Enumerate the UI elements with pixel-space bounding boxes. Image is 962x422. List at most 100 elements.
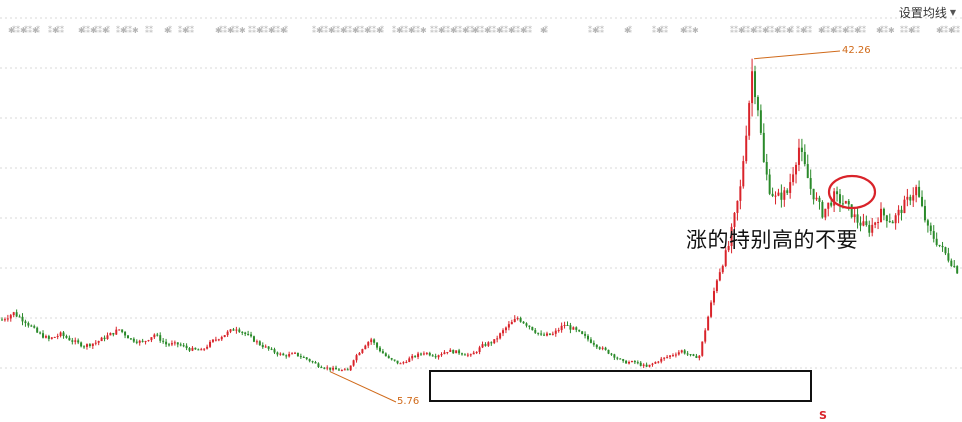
event-mark: ✱ — [876, 26, 883, 35]
candle-body — [238, 329, 241, 332]
event-mark: ⁑ — [324, 24, 328, 35]
event-mark: ✱ — [680, 26, 687, 35]
event-mark: ⁑ — [600, 24, 604, 35]
event-mark: ⁑ — [858, 24, 862, 35]
candle-body — [935, 238, 938, 245]
candle-body — [636, 362, 639, 364]
event-mark: ⁑ — [754, 24, 758, 35]
candle-body — [721, 265, 724, 273]
candle-body — [364, 345, 367, 350]
candle-body — [138, 340, 141, 343]
candle-body — [129, 338, 132, 340]
candle-body — [859, 222, 862, 226]
candle-body — [944, 247, 947, 254]
candle-body — [50, 337, 53, 339]
candle-body — [68, 337, 71, 341]
event-mark: ⁑ — [808, 24, 812, 35]
event-mark: ⁑ — [168, 24, 172, 35]
candle-body — [299, 356, 302, 358]
event-mark: ⁑ — [190, 24, 194, 35]
candle-body — [689, 354, 692, 356]
event-mark: ✱ — [20, 26, 27, 35]
candle-body — [868, 225, 871, 233]
candle-body — [657, 361, 660, 363]
candle-body — [472, 352, 475, 355]
event-mark: ⁑ — [504, 24, 508, 35]
event-mark: ✱ — [52, 26, 59, 35]
candle-body — [30, 325, 33, 327]
event-mark: ⁑ — [60, 24, 64, 35]
event-mark: ✱ — [328, 26, 335, 35]
candle-body — [206, 346, 209, 349]
candle-body — [759, 110, 762, 133]
candle-body — [718, 272, 721, 281]
event-mark: ⁑ — [684, 24, 688, 35]
event-mark: ✱ — [762, 26, 769, 35]
candle-body — [707, 316, 710, 331]
candle-body — [308, 359, 311, 362]
candle-body — [531, 326, 534, 331]
candle-body — [595, 344, 598, 348]
candle-body — [185, 345, 188, 349]
candle-body — [578, 329, 581, 332]
candle-body — [396, 360, 399, 364]
candle-body — [478, 347, 481, 353]
candle-body — [408, 358, 411, 362]
event-mark: ⁑ — [952, 24, 956, 35]
candle-body — [926, 220, 929, 226]
candle-body — [340, 370, 343, 372]
candle-body — [24, 321, 27, 324]
ma-settings-dropdown[interactable]: 设置均线 ▼ — [899, 4, 956, 21]
candle-body — [510, 321, 513, 325]
candle-body — [607, 349, 610, 354]
event-mark: ⁑ — [512, 24, 516, 35]
event-mark: ✱ — [854, 26, 861, 35]
candle-body — [12, 312, 15, 316]
candle-body — [326, 367, 329, 369]
event-mark: ⁑ — [904, 24, 908, 35]
candle-body — [419, 353, 422, 355]
candle-body — [311, 361, 314, 363]
candle-body — [765, 161, 768, 175]
candle-body — [540, 333, 543, 335]
candle-body — [780, 192, 783, 200]
event-mark: ⁑ — [470, 24, 474, 35]
candle-body — [587, 335, 589, 340]
candle-body — [850, 204, 853, 218]
candle-body — [666, 356, 669, 358]
candle-body — [27, 323, 30, 326]
candle-body — [1, 319, 3, 321]
candle-body — [569, 325, 572, 330]
candle-body — [247, 333, 250, 335]
candle-body — [950, 260, 953, 266]
event-mark: ⁑ — [430, 24, 434, 35]
candle-body — [335, 367, 338, 370]
candle-body — [789, 182, 792, 193]
candle-body — [261, 345, 264, 348]
event-mark: ✱ — [227, 26, 234, 35]
candle-body — [229, 329, 232, 332]
candle-body — [53, 337, 56, 339]
candle-body — [736, 200, 739, 213]
candle-body — [349, 365, 352, 371]
candle-body — [481, 344, 484, 348]
candle-body — [812, 188, 815, 200]
candle-body — [809, 178, 812, 189]
candle-body — [361, 349, 364, 353]
event-mark: ⁑ — [186, 24, 190, 35]
event-mark: ⁑ — [124, 24, 128, 35]
event-mark: ⁑ — [940, 24, 944, 35]
candle-body — [815, 197, 818, 200]
candle-body — [384, 353, 387, 357]
candle-body — [844, 201, 847, 204]
event-mark: ⁑ — [368, 24, 372, 35]
event-mark: ⁑ — [466, 24, 470, 35]
candle-body — [818, 197, 821, 202]
event-mark: ⁑ — [524, 24, 528, 35]
event-mark: ⁑ — [36, 24, 40, 35]
annotation-text: 涨的特别高的不要 — [686, 228, 858, 252]
event-mark: ✱ — [102, 26, 109, 35]
candle-body — [572, 327, 575, 330]
event-mark: ✱ — [268, 26, 275, 35]
